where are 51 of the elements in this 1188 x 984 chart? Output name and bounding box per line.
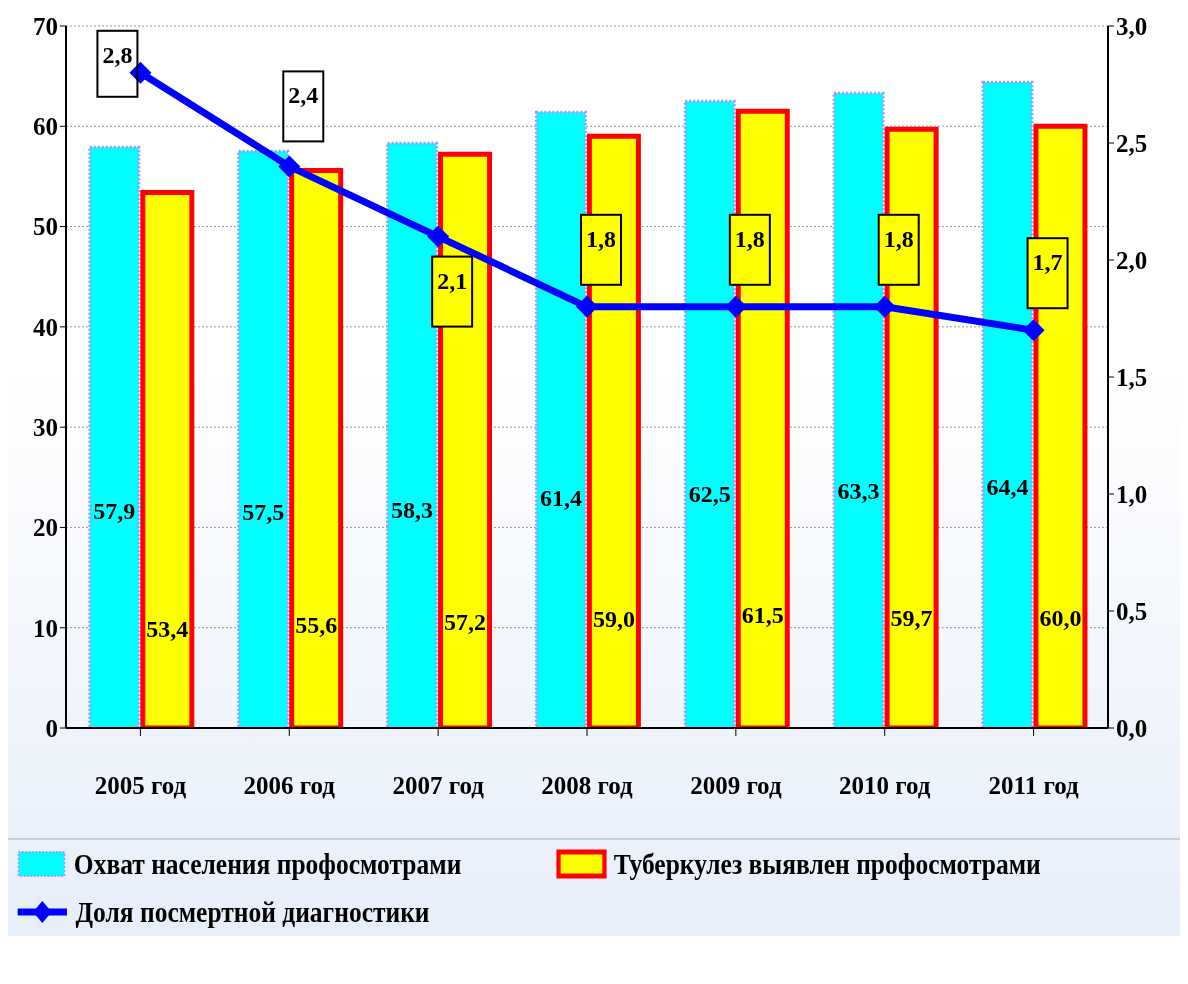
point (1022, 319, 1045, 342)
y2-tick-label: 0,5 (1116, 597, 1148, 625)
data-label: 1,7 (1032, 249, 1063, 276)
x-tick-label: 2005 год (94, 771, 187, 799)
y2-tick-label: 0,0 (1116, 714, 1148, 742)
data-label: 57,2 (444, 609, 487, 636)
y2-tick-label: 1,0 (1116, 480, 1148, 508)
legend-label: Доля посмертной диагностики (75, 895, 430, 929)
y-tick-label: 70 (33, 12, 58, 40)
y-tick-label: 50 (33, 213, 58, 241)
x-tick-label: 2006 год (243, 771, 336, 799)
x-tick-label: 2007 год (392, 771, 485, 799)
data-label: 60,0 (1039, 604, 1082, 631)
data-label: 2,8 (102, 41, 133, 68)
y-tick-label: 20 (33, 514, 58, 542)
data-label: 59,7 (890, 605, 933, 632)
data-label: 1,8 (586, 225, 616, 252)
y2-tick-label: 3,0 (1116, 12, 1148, 40)
y-tick-label: 0 (45, 714, 58, 742)
data-label: 2,4 (288, 82, 319, 109)
y-tick-label: 40 (33, 313, 58, 341)
data-label: 64,4 (986, 474, 1029, 501)
y-tick-label: 10 (33, 614, 58, 642)
data-label: 2,1 (437, 267, 468, 294)
data-label: 61,4 (539, 485, 582, 512)
point (873, 295, 896, 318)
data-label: 57,5 (242, 499, 285, 526)
legend-label: Охват населения профосмотрами (73, 847, 462, 881)
data-label: 57,9 (93, 497, 136, 524)
data-label: 1,8 (883, 225, 914, 252)
y2-tick-label: 2,0 (1116, 246, 1148, 274)
point (278, 155, 301, 178)
data-label: 61,5 (741, 602, 784, 629)
point (427, 225, 450, 248)
x-tick-label: 2009 год (690, 771, 782, 799)
data-label: 58,3 (391, 496, 434, 523)
x-tick-label: 2011 год (988, 771, 1079, 799)
x-tick-label: 2008 год (541, 771, 634, 799)
data-label: 62,5 (688, 481, 731, 508)
y2-tick-label: 1,5 (1116, 363, 1148, 391)
data-label: 55,6 (295, 612, 338, 639)
point (576, 295, 598, 318)
data-label: 53,4 (146, 615, 189, 642)
x-tick-label: 2010 год (839, 771, 931, 799)
data-label: 63,3 (837, 478, 880, 505)
legend-label: Туберкулез выявлен профосмотрами (613, 847, 1041, 881)
data-label: 1,8 (734, 225, 765, 252)
data-label: 59,0 (592, 606, 635, 633)
y2-tick-label: 2,5 (1116, 129, 1148, 157)
y-tick-label: 30 (33, 414, 58, 442)
y-tick-label: 60 (33, 113, 58, 141)
